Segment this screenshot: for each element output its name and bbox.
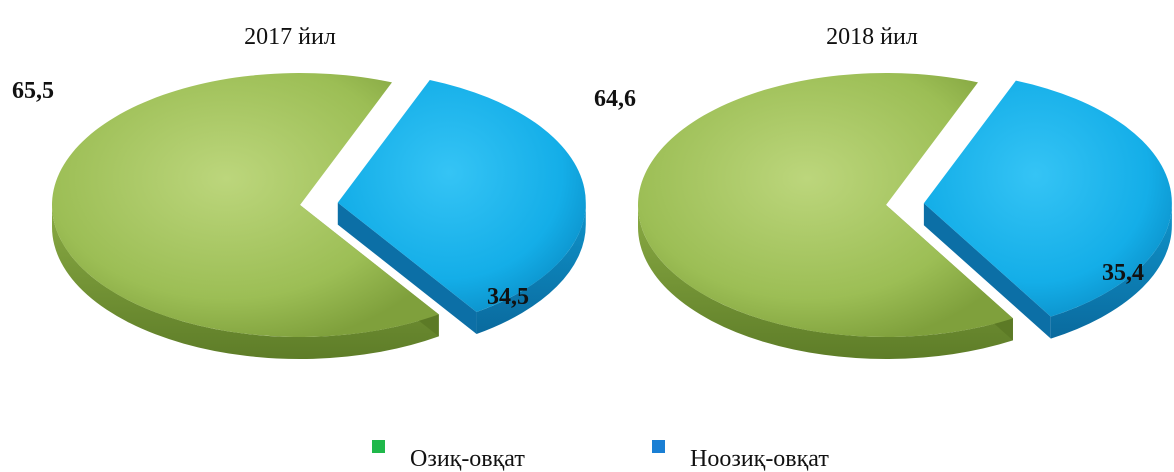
pie-slice-nonfood xyxy=(337,79,586,312)
slice-label-2018-food: 64,6 xyxy=(594,86,636,112)
pie-side-nonfood-0 xyxy=(476,202,586,334)
slice-label-2017-food: 65,5 xyxy=(12,78,54,104)
chart-title-2017: 2017 йил xyxy=(244,24,336,50)
pie-side-food-0 xyxy=(52,205,439,360)
chart-2018: 2018 йил 64,6 35,4 xyxy=(594,24,1172,359)
chart-title-2018: 2018 йил xyxy=(826,24,918,50)
legend-label-food: Озиқ-овқат xyxy=(410,446,525,472)
pie-cut-nonfood xyxy=(923,203,1051,339)
pie-slice-food xyxy=(52,72,439,337)
pie-2018 xyxy=(638,73,1172,359)
pie-slice-food xyxy=(638,73,1013,338)
slice-label-2018-nonfood: 35,4 xyxy=(1102,260,1144,286)
pie-slice-nonfood xyxy=(923,80,1172,317)
slice-label-2017-nonfood: 34,5 xyxy=(487,284,529,310)
pie-cut-nonfood xyxy=(337,202,477,334)
pie-side-food-0 xyxy=(638,205,1013,359)
pie-2017 xyxy=(52,72,586,360)
legend-label-nonfood: Ноозиқ-овқат xyxy=(690,446,829,472)
legend-swatch-nonfood xyxy=(652,440,665,453)
pie-side-nonfood-0 xyxy=(1050,203,1172,339)
legend: Озиқ-овқат Ноозиқ-овқат xyxy=(372,440,829,472)
legend-swatch-food xyxy=(372,440,385,453)
chart-2017: 2017 йил 65,5 34,5 xyxy=(12,24,586,360)
